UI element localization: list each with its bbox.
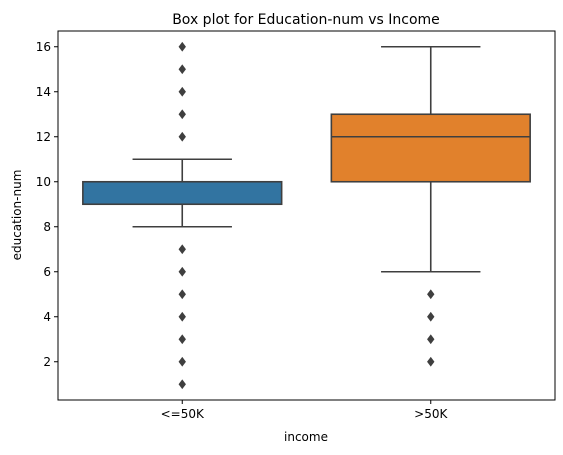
outlier-point (178, 289, 186, 300)
x-tick-label: >50K (414, 407, 448, 421)
x-axis-label: income (284, 430, 328, 444)
y-tick-label: 14 (36, 85, 51, 99)
outlier-point (178, 311, 186, 322)
outlier-point (178, 244, 186, 255)
y-tick-label: 12 (36, 130, 51, 144)
y-tick-label: 8 (43, 220, 51, 234)
outlier-point (427, 334, 435, 345)
plot-frame (57, 30, 556, 401)
outlier-point (427, 356, 435, 367)
outlier-point (178, 86, 186, 97)
plot-area (82, 41, 531, 390)
iqr-box (82, 180, 283, 206)
outlier-point (178, 266, 186, 277)
outlier-point (178, 64, 186, 75)
box-group (82, 41, 283, 390)
outlier-point (178, 379, 186, 390)
y-tick-label: 10 (36, 175, 51, 189)
outlier-point (178, 356, 186, 367)
outlier-point (178, 41, 186, 52)
y-tick-label: 2 (43, 355, 51, 369)
outlier-point (427, 311, 435, 322)
iqr-box (330, 113, 531, 183)
y-axis-label: education-num (10, 170, 24, 261)
outlier-point (178, 131, 186, 142)
outlier-point (178, 334, 186, 345)
chart-title: Box plot for Education-num vs Income (172, 12, 440, 28)
y-axis: 2 4 6 8 10 12 14 16 (36, 40, 58, 369)
y-tick-label: 6 (43, 265, 51, 279)
outlier-point (178, 109, 186, 120)
y-tick-label: 4 (43, 310, 51, 324)
outlier-point (427, 289, 435, 300)
x-tick-label: <=50K (161, 407, 205, 421)
y-tick-label: 16 (36, 40, 51, 54)
x-axis: <=50K >50K (161, 400, 448, 421)
box-group (330, 45, 531, 367)
